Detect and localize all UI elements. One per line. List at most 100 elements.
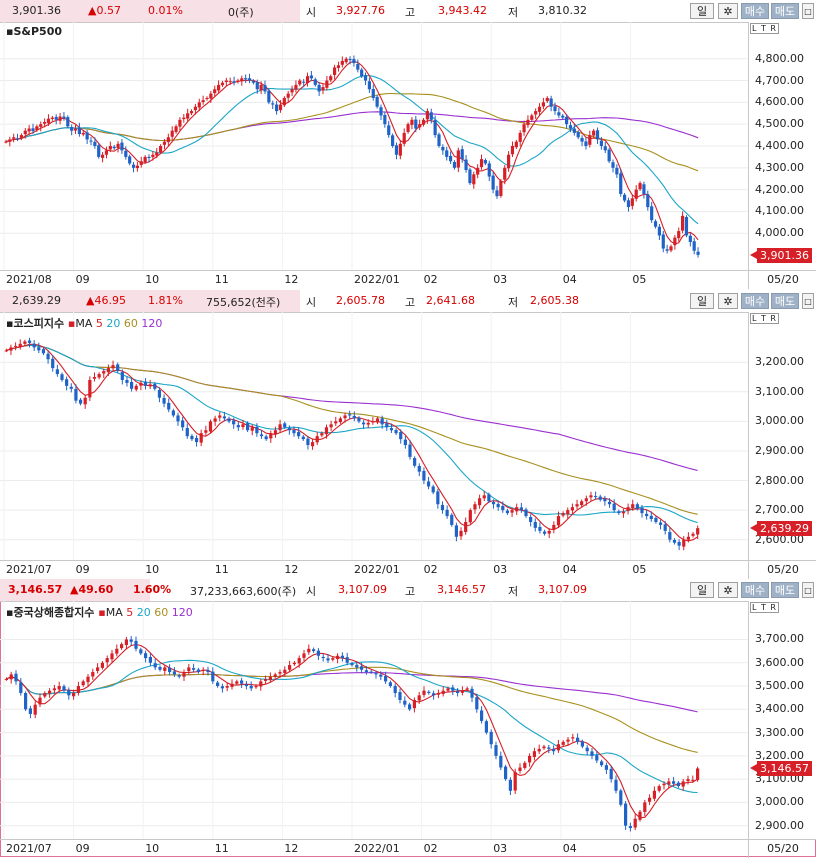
candle-body: [187, 667, 191, 672]
x-tick-label: 2021/08: [6, 273, 52, 286]
candle-body: [286, 93, 290, 98]
gear-icon[interactable]: ✲: [718, 582, 738, 598]
candle-body: [216, 682, 220, 687]
candle-body: [249, 685, 253, 689]
candle-body: [691, 779, 695, 781]
candle-body: [615, 167, 619, 175]
candle-body: [143, 156, 147, 163]
price-plot[interactable]: ▪S&P500: [0, 22, 748, 270]
price-plot[interactable]: ▪중국상해종합지수 ▪MA 5 20 60 120: [0, 601, 748, 839]
candle-body: [696, 528, 700, 535]
x-tick-label: 11: [214, 563, 229, 576]
price-axis: L T R 3,700.00 3,600.00 3,500.00 3,400.00 3,…: [748, 601, 816, 839]
candle-body: [254, 686, 258, 688]
candle-body: [240, 680, 244, 684]
candle-body: [12, 137, 16, 139]
candle-body: [653, 221, 658, 227]
candle-body: [104, 150, 109, 155]
candle-body: [599, 140, 603, 146]
ltr-toggle[interactable]: L T R: [750, 602, 779, 613]
candle-body: [529, 517, 533, 522]
period-button[interactable]: 일: [690, 293, 714, 309]
candle-body: [298, 80, 302, 85]
candle-body: [282, 98, 286, 106]
candle-body: [580, 501, 584, 506]
candle-body: [162, 141, 167, 145]
candle-body: [478, 498, 482, 506]
candle-body: [139, 649, 143, 654]
candle-body: [85, 132, 89, 140]
buy-button[interactable]: 매수: [741, 582, 769, 598]
candle-body: [504, 766, 508, 780]
candle-body: [489, 731, 493, 745]
buy-button[interactable]: 매수: [741, 293, 769, 309]
candle-body: [598, 496, 602, 500]
candle-body: [487, 494, 491, 502]
candle-body: [580, 741, 584, 747]
candle-body: [537, 106, 542, 112]
quote-highlight: [0, 290, 300, 312]
candle-body: [14, 673, 18, 682]
candle-body: [336, 655, 340, 660]
gear-icon[interactable]: ✲: [718, 293, 738, 309]
sell-button[interactable]: 매도: [771, 3, 799, 19]
candle-body: [181, 420, 185, 428]
candle-body: [283, 669, 287, 673]
candle-body: [638, 183, 642, 190]
candle-body: [89, 140, 93, 142]
candle-body: [130, 381, 134, 389]
candle-body: [4, 350, 8, 352]
period-button[interactable]: 일: [690, 3, 714, 19]
period-button[interactable]: 일: [690, 582, 714, 598]
candle-body: [360, 666, 364, 670]
candle-body: [375, 96, 379, 107]
candle-body: [484, 721, 488, 733]
candle-body: [619, 790, 623, 805]
candle-body: [39, 124, 43, 127]
current-date: 05/20: [748, 560, 816, 579]
candle-body: [108, 146, 112, 150]
candle-body: [465, 688, 469, 690]
window-icon[interactable]: □: [802, 3, 814, 19]
x-tick-label: 04: [562, 563, 577, 576]
candle-body: [317, 84, 321, 92]
candle-body: [532, 751, 536, 758]
candle-body: [638, 811, 642, 820]
candle-body: [33, 704, 37, 715]
window-icon[interactable]: □: [802, 582, 814, 598]
window-icon[interactable]: □: [802, 293, 814, 309]
candle-body: [326, 658, 330, 661]
candle-body: [686, 536, 690, 540]
candle-body: [246, 423, 250, 431]
open-label: 시: [306, 6, 317, 19]
candle-body: [302, 81, 306, 83]
candle-body: [250, 427, 254, 431]
candle-body: [41, 349, 46, 354]
sell-button[interactable]: 매도: [771, 293, 799, 309]
candle-body: [263, 85, 267, 92]
candle-body: [363, 75, 368, 81]
candle-body: [135, 165, 139, 169]
candle-body: [418, 124, 422, 128]
candle-body: [556, 516, 561, 526]
ltr-toggle[interactable]: L T R: [750, 23, 779, 34]
y-tick-label: 2,900.00: [755, 818, 804, 832]
price-plot[interactable]: ▪코스피지수 ▪MA 5 20 60 120: [0, 312, 748, 560]
candle-body: [31, 128, 35, 132]
candle-body: [55, 369, 59, 375]
candle-body: [565, 116, 569, 125]
sell-button[interactable]: 매도: [771, 582, 799, 598]
buy-button[interactable]: 매수: [741, 3, 769, 19]
low-value: 2,605.38: [530, 294, 579, 307]
candle-body: [211, 671, 215, 682]
candle-body: [472, 174, 476, 185]
candle-body: [476, 167, 480, 175]
candle-body: [124, 639, 128, 646]
candle-body: [614, 779, 618, 791]
candle-body: [360, 69, 364, 77]
high-value: 3,943.42: [438, 4, 487, 17]
gear-icon[interactable]: ✲: [718, 3, 738, 19]
candle-body: [451, 687, 455, 691]
ltr-toggle[interactable]: L T R: [750, 313, 779, 324]
candle-body: [640, 507, 644, 514]
